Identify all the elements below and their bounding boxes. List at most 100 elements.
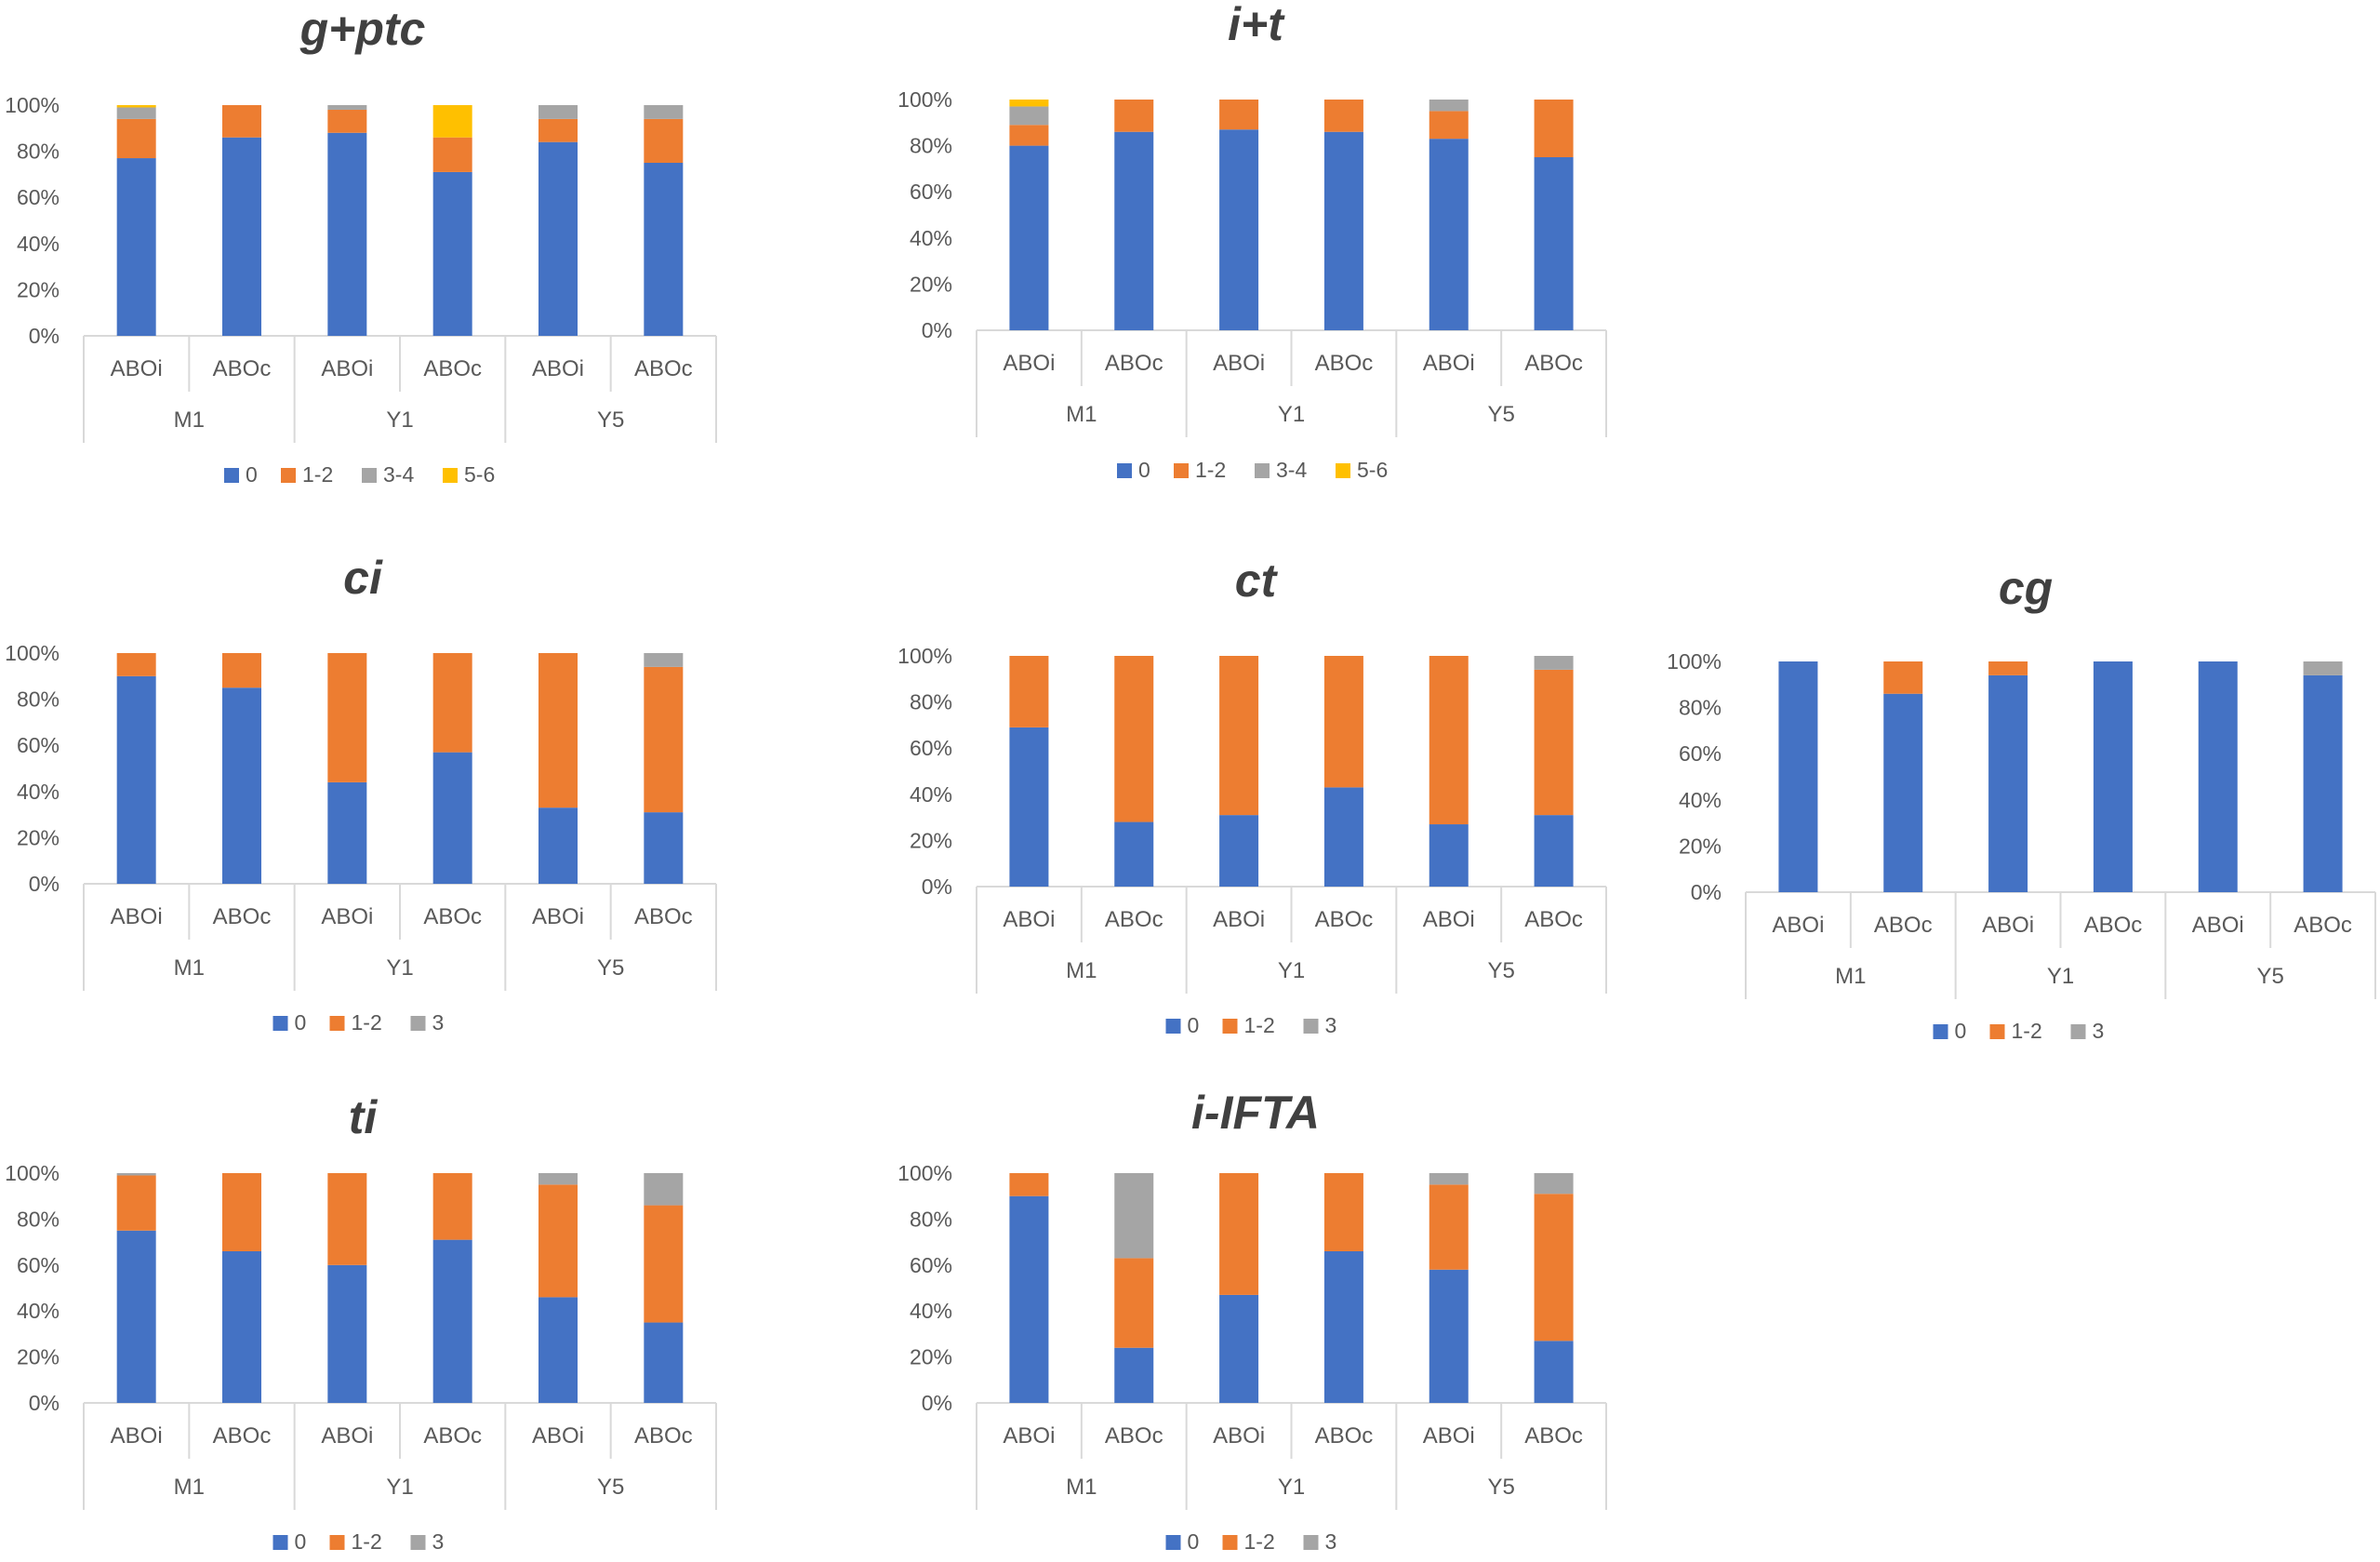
y-tick-label: 80% (910, 690, 952, 714)
legend-swatch-1-2 (281, 468, 296, 483)
bar-segment-1-2-aboi-m1 (1009, 125, 1049, 146)
legend-label: 1-2 (2012, 1019, 2042, 1043)
legend: 0 1-2 3-4 5-6 (224, 462, 495, 487)
x-group-label: Y1 (1278, 402, 1305, 427)
legend-swatch-3 (1303, 1019, 1319, 1034)
bar-segment-1-2-aboc-y5 (644, 118, 684, 163)
bar-segment-1-2-aboc-y5 (644, 1205, 684, 1323)
legend-swatch-5-6 (1336, 463, 1350, 478)
bar-segment-0-aboc-y1 (432, 171, 472, 336)
bar-segment-0-aboi-y5 (538, 808, 578, 884)
legend-swatch-3 (410, 1535, 426, 1550)
bar-segment-3-4-aboc-y5 (644, 105, 684, 119)
y-tick-label: 40% (1679, 788, 1722, 812)
bar-segment-1-2-aboi-m1 (1009, 1173, 1049, 1196)
bar-segment-0-aboc-m1 (1114, 1347, 1154, 1403)
bar-segment-0-aboc-y1 (432, 752, 472, 884)
legend-swatch-1-2 (1222, 1535, 1238, 1550)
bar-segment-3-4-aboi-m1 (116, 107, 156, 119)
legend-label: 3 (432, 1010, 445, 1035)
chart-ct: ct 0% 20% 40% 60% 80% 100% ABOi ABOc ABOi ABOc ABOi… (897, 554, 1607, 1037)
bar-segment-1-2-aboi-y1 (327, 653, 367, 782)
legend-label: 1-2 (1244, 1529, 1275, 1554)
legend-label: 1-2 (302, 462, 333, 487)
y-tick-label: 60% (1679, 741, 1722, 766)
bar-segment-1-2-aboi-y1 (327, 109, 367, 133)
legend-swatch-0 (1933, 1024, 1948, 1039)
y-tick-label: 100% (897, 87, 952, 112)
bar-segment-0-aboi-y5 (538, 141, 578, 336)
x-group-label: Y5 (597, 955, 624, 981)
x-category-label: ABOi (532, 1423, 584, 1449)
legend-label: 1-2 (352, 1529, 382, 1554)
x-group-label: Y5 (1487, 402, 1514, 427)
x-group-label: Y1 (386, 1475, 413, 1500)
x-category-label: ABOc (1315, 351, 1374, 376)
bar-segment-3-4-aboi-y1 (327, 105, 367, 110)
x-group-label: Y1 (386, 407, 413, 433)
y-tick-label: 80% (910, 134, 952, 158)
bar-segment-3-aboc-m1 (1114, 1173, 1154, 1259)
legend-swatch-5-6 (443, 468, 458, 483)
x-category-label: ABOi (2192, 913, 2244, 938)
y-tick-label: 60% (17, 185, 60, 209)
bar-segment-0-aboc-m1 (222, 1250, 261, 1403)
bar-segment-0-aboc-y5 (1534, 157, 1574, 330)
x-category-label: ABOi (532, 356, 584, 381)
x-group-label: Y1 (2047, 964, 2074, 989)
bar-segment-1-2-aboc-y1 (432, 137, 472, 172)
bar-segment-1-2-aboc-y1 (1323, 656, 1363, 788)
x-category-label: ABOi (1213, 907, 1265, 932)
legend-label: 1-2 (1244, 1013, 1275, 1037)
y-tick-label: 60% (17, 1253, 60, 1277)
legend-label: 3-4 (1276, 458, 1307, 482)
x-category-label: ABOi (321, 1423, 373, 1449)
legend-label: 3 (1325, 1013, 1337, 1037)
x-category-label: ABOc (1524, 907, 1583, 932)
legend-label: 0 (1188, 1529, 1200, 1554)
x-category-label: ABOc (1524, 1423, 1583, 1449)
y-tick-label: 40% (17, 1299, 60, 1323)
legend-swatch-0 (1117, 463, 1132, 478)
y-tick-label: 80% (17, 688, 60, 712)
x-category-label: ABOc (634, 1423, 693, 1449)
y-tick-label: 100% (897, 1161, 952, 1185)
x-category-label: ABOc (1105, 1423, 1163, 1449)
y-tick-label: 100% (5, 93, 60, 117)
chart-title: ct (1235, 554, 1279, 607)
x-category-label: ABOc (2294, 913, 2352, 938)
bar-segment-0-aboi-y5 (2198, 661, 2238, 892)
legend-swatch-1-2 (1222, 1019, 1238, 1034)
legend-swatch-0 (273, 1535, 288, 1550)
y-tick-label: 20% (1679, 834, 1722, 858)
bar-segment-0-aboi-y5 (538, 1297, 578, 1403)
legend-swatch-1-2 (1174, 463, 1189, 478)
x-category-label: ABOi (1213, 351, 1265, 376)
legend: 0 1-2 3 (1165, 1013, 1337, 1037)
bar-segment-0-aboc-y1 (2093, 661, 2133, 892)
bar-segment-0-aboc-m1 (1883, 693, 1923, 892)
x-group-label: M1 (1066, 402, 1097, 427)
x-category-label: ABOi (1423, 1423, 1475, 1449)
bar-segment-1-2-aboc-y5 (1534, 669, 1574, 816)
chart-g-ptc: g+ptc 0% 20% 40% 60% 80% 100% ABOi ABOc ABOi ABOc A… (5, 3, 717, 487)
x-group-label: Y5 (597, 407, 624, 433)
bar-segment-0-aboc-m1 (1114, 821, 1154, 887)
y-tick-label: 20% (17, 1345, 60, 1369)
bar-segment-1-2-aboc-m1 (1883, 661, 1923, 694)
x-category-label: ABOc (1524, 351, 1583, 376)
x-category-label: ABOc (634, 356, 693, 381)
bar-segment-0-aboi-m1 (1009, 1195, 1049, 1403)
bar-segment-0-aboc-y5 (2303, 674, 2343, 892)
bar-segment-3-aboc-y5 (644, 653, 684, 667)
bar-segment-1-2-aboi-y1 (1219, 1173, 1259, 1295)
x-category-label: ABOc (1105, 351, 1163, 376)
bar-segment-1-2-aboc-m1 (1114, 1258, 1154, 1348)
y-tick-label: 20% (910, 272, 952, 296)
bar-segment-1-2-aboc-y1 (432, 1173, 472, 1240)
y-tick-label: 40% (17, 780, 60, 804)
x-group-label: Y5 (597, 1475, 624, 1500)
bar-segment-0-aboi-m1 (1009, 145, 1049, 330)
bar-segment-0-aboc-y5 (644, 812, 684, 884)
bar-segment-1-2-aboi-y5 (1429, 656, 1469, 825)
